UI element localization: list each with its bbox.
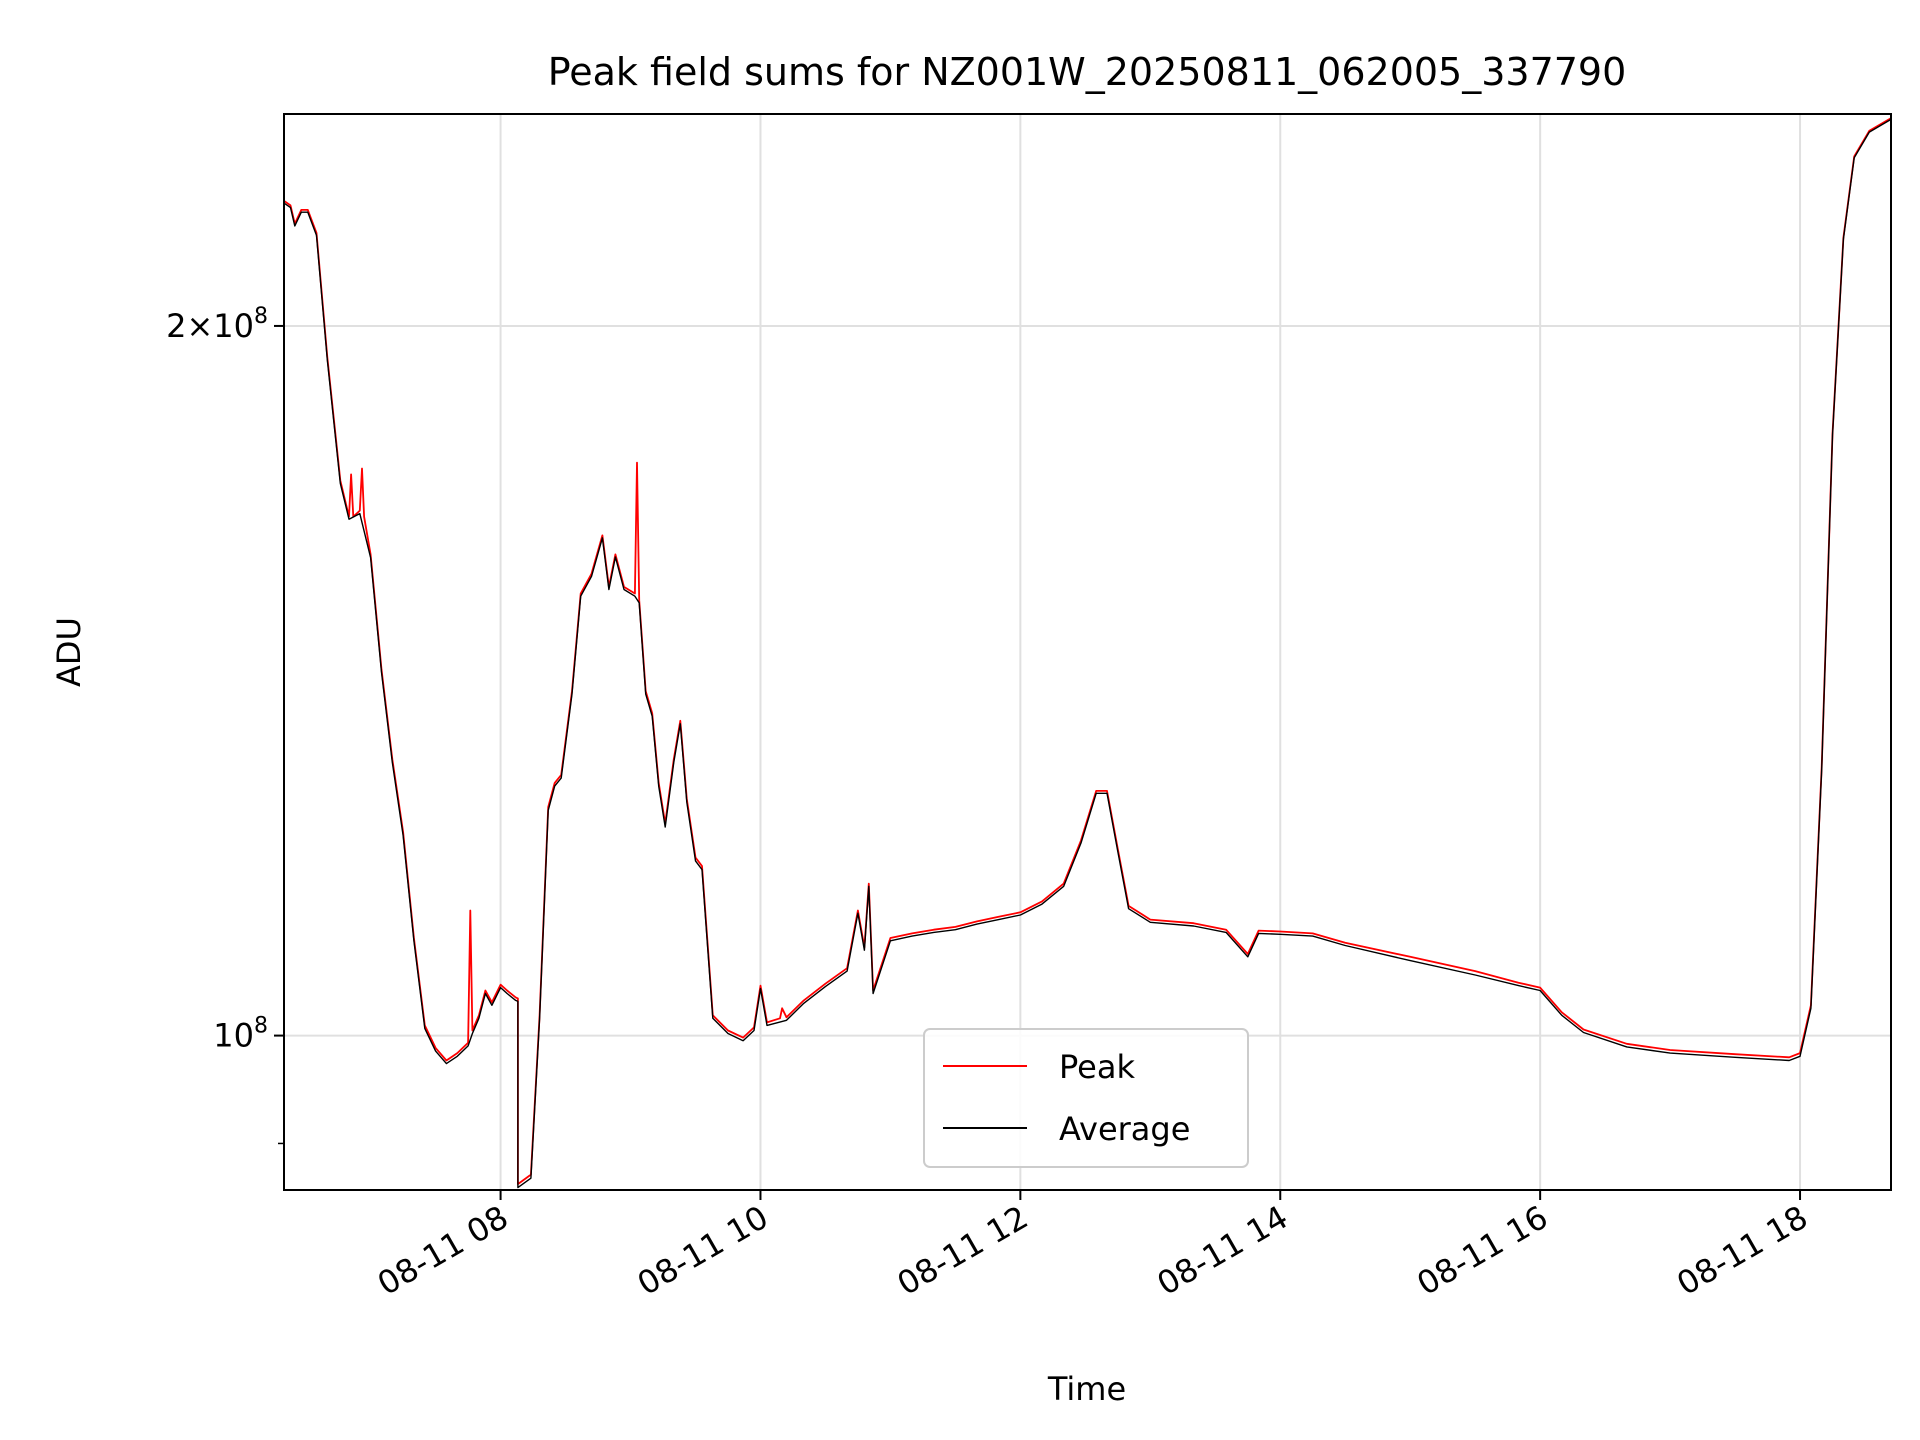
plot-frame	[283, 113, 1892, 1191]
legend-label-average: Average	[1059, 1110, 1190, 1148]
legend-box	[923, 1028, 1249, 1168]
legend: Peak Average	[923, 1028, 1249, 1168]
y-axis-label: ADU	[50, 617, 88, 687]
y-tick-label: 2×108	[166, 304, 268, 345]
grid	[284, 114, 1891, 1190]
series-layer	[283, 117, 1892, 1189]
chart-title: Peak field sums for NZ001W_20250811_0620…	[548, 50, 1627, 94]
legend-label-peak: Peak	[1059, 1048, 1135, 1086]
series-line-average	[283, 118, 1892, 1189]
x-axis-label: Time	[1047, 1370, 1126, 1408]
